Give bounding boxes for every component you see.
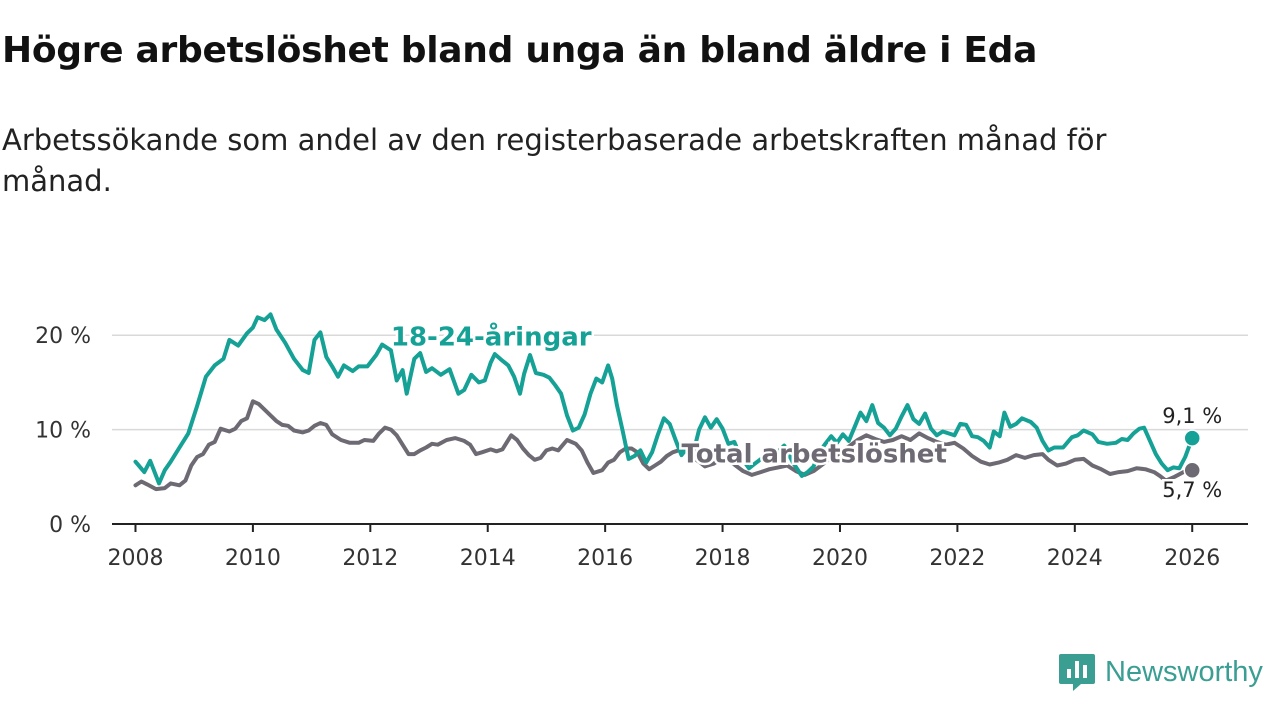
x-tick-label: 2026 (1164, 546, 1220, 571)
annotations: 9,1 % 5,7 % 18-24-åringar Total arbetslöshe… (388, 318, 1224, 505)
series-line-total (133, 399, 1195, 492)
gridlines (112, 334, 1248, 431)
x-tick-label: 2012 (342, 546, 398, 571)
series-layer (133, 312, 1201, 492)
y-tick-label: 10 % (35, 419, 91, 444)
series-label-youth: 18-24-åringar (391, 321, 592, 353)
brand-name: Newsworthy (1105, 655, 1263, 688)
chart-subtitle: Arbetssökande som andel av den registerb… (2, 123, 1107, 198)
x-axis: 2008 2010 2012 2014 2016 2018 2020 2022 2024 2026 (107, 523, 1248, 571)
end-value-label-youth: 9,1 % (1162, 404, 1222, 428)
x-tick-label: 2016 (577, 546, 633, 571)
x-tick-label: 2024 (1047, 546, 1103, 571)
end-value-label-total: 5,7 % (1162, 478, 1222, 502)
x-tick-label: 2022 (929, 546, 985, 571)
x-tick-label: 2008 (107, 546, 163, 571)
end-marker-youth (1183, 429, 1201, 447)
series-label-total: Total arbetslöshet (681, 440, 946, 470)
brand-logo[interactable]: Newsworthy (1058, 652, 1263, 692)
x-tick-label: 2010 (225, 546, 281, 571)
y-tick-label: 20 % (35, 324, 91, 349)
end-marker-total (1183, 461, 1201, 479)
chart-title: Högre arbetslöshet bland unga än bland ä… (2, 30, 1038, 71)
newsworthy-logo-icon (1059, 654, 1095, 691)
x-tick-label: 2014 (460, 546, 516, 571)
x-tick-label: 2020 (812, 546, 868, 571)
y-tick-label: 0 % (49, 513, 91, 538)
y-axis-tick-labels: 0 % 10 % 20 % (35, 324, 91, 538)
series-line-youth (133, 312, 1195, 486)
x-tick-label: 2018 (695, 546, 751, 571)
